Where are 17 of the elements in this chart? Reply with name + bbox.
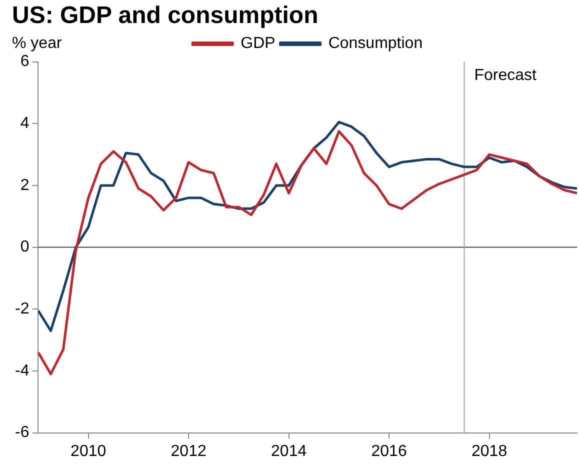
x-tick-label: 2016 — [371, 442, 407, 460]
x-tick-label: 2018 — [471, 442, 508, 460]
y-tick-label: -4 — [14, 362, 30, 380]
y-axis-title: % year — [12, 35, 62, 52]
y-tick-label: 2 — [20, 176, 30, 194]
y-tick-label: 0 — [20, 238, 30, 256]
x-tick-label: 2014 — [271, 442, 307, 460]
ref-line-label: Forecast — [474, 67, 538, 84]
chart-title: US: GDP and consumption — [12, 2, 318, 30]
x-tick-label: 2012 — [170, 442, 206, 460]
legend-label: Consumption — [328, 35, 423, 52]
y-tick-label: 6 — [20, 53, 30, 70]
y-tick-label: -2 — [14, 300, 30, 318]
y-tick-label: 4 — [20, 115, 30, 132]
y-tick-label: -6 — [14, 424, 30, 442]
legend-label: GDP — [240, 35, 276, 52]
x-tick-label: 2010 — [70, 442, 106, 460]
